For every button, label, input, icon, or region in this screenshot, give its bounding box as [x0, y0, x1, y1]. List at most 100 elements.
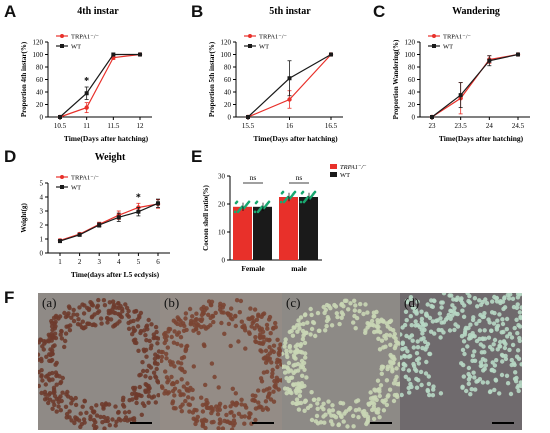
- pellet: [408, 314, 413, 319]
- pellet: [216, 426, 221, 430]
- data-point: [287, 76, 292, 81]
- pellet: [407, 390, 412, 395]
- pellet: [368, 390, 373, 395]
- pellet: [75, 312, 80, 317]
- pellet: [149, 343, 154, 348]
- pellet: [423, 371, 429, 376]
- pellet: [314, 413, 320, 419]
- pellet: [63, 404, 69, 409]
- pellet: [387, 319, 392, 325]
- significance-mark: *: [84, 76, 89, 87]
- pellet: [282, 351, 285, 356]
- pellet: [339, 301, 345, 307]
- pellet: [500, 317, 505, 322]
- pellet: [107, 300, 113, 305]
- legend-label: TRPA1⁻/⁻: [259, 34, 287, 41]
- pellet: [116, 301, 121, 306]
- pellet: [89, 315, 95, 320]
- pellet: [213, 310, 218, 316]
- pellet: [91, 418, 97, 423]
- pellet: [152, 356, 158, 361]
- pellet: [191, 364, 196, 369]
- pellet: [199, 306, 204, 311]
- pellet: [516, 383, 521, 388]
- pellet: [411, 345, 416, 350]
- pellet: [346, 307, 351, 312]
- pellet: [282, 386, 288, 391]
- pellet: [327, 410, 332, 415]
- legend-label: TRPA1⁻/⁻: [443, 34, 471, 41]
- pellet: [172, 393, 177, 398]
- pellet: [276, 377, 281, 383]
- pellet: [472, 349, 477, 354]
- pellet: [59, 398, 64, 404]
- pellet: [353, 408, 359, 413]
- pellet: [101, 298, 107, 303]
- data-dot: [234, 201, 238, 205]
- pellet: [388, 352, 393, 358]
- pellet: [484, 301, 490, 306]
- pellet: [472, 296, 478, 301]
- y-tick-label: 100: [405, 51, 416, 59]
- pellet: [264, 322, 270, 328]
- pellet: [438, 391, 444, 396]
- pellet: [477, 298, 482, 303]
- y-tick-label: 100: [33, 51, 44, 59]
- chart-title: 4th instar: [77, 6, 119, 17]
- pellet: [276, 359, 282, 364]
- pellet: [226, 311, 231, 316]
- pellet: [422, 327, 427, 333]
- pellet: [270, 367, 275, 373]
- pellet: [268, 331, 273, 336]
- x-axis-label: Time(Days after hatching): [64, 134, 149, 143]
- pellet: [249, 324, 254, 329]
- bar: [299, 197, 318, 260]
- pellet: [148, 375, 153, 380]
- pellet: [94, 305, 100, 310]
- pellet: [179, 356, 185, 361]
- pellet: [142, 349, 147, 354]
- pellet: [183, 316, 188, 321]
- pellet: [377, 393, 382, 399]
- x-axis-label: Time(Days after hatching): [253, 134, 338, 143]
- pellet: [315, 421, 321, 426]
- pellet: [414, 385, 420, 390]
- pellet: [248, 306, 253, 311]
- legend-marker: [60, 34, 64, 38]
- pellet: [272, 378, 277, 384]
- pellet: [400, 325, 405, 330]
- pellet: [98, 414, 103, 420]
- pellet: [362, 413, 367, 418]
- pellet: [415, 345, 421, 350]
- data-point: [156, 201, 160, 206]
- pellet: [450, 303, 455, 308]
- pellet: [211, 319, 216, 325]
- pellet: [278, 342, 282, 347]
- pellet: [502, 345, 508, 351]
- series-line: [59, 203, 159, 241]
- pellet: [384, 402, 390, 408]
- pellet: [385, 364, 391, 369]
- pellet: [505, 381, 511, 386]
- pellet: [406, 354, 411, 359]
- pellet: [449, 293, 454, 298]
- pellet: [153, 352, 158, 357]
- pellet: [405, 349, 410, 354]
- pellet: [479, 363, 484, 368]
- pellet: [416, 356, 422, 361]
- pellet: [315, 406, 320, 411]
- series-line: [59, 202, 159, 242]
- pellet: [330, 408, 336, 413]
- pellet: [233, 391, 238, 396]
- pellet: [149, 322, 154, 327]
- chart-a: 0 20 40 60 80 100 120 Proportion 4th instar(%) 4…: [20, 6, 152, 143]
- data-dot: [302, 200, 306, 204]
- pellet: [132, 328, 138, 333]
- pellet: [50, 406, 55, 411]
- x-tick-label: 24: [486, 122, 494, 130]
- pellet: [377, 347, 383, 352]
- pellet: [309, 390, 314, 395]
- data-point: [116, 215, 121, 220]
- pellet: [466, 325, 471, 331]
- pellet: [357, 309, 362, 314]
